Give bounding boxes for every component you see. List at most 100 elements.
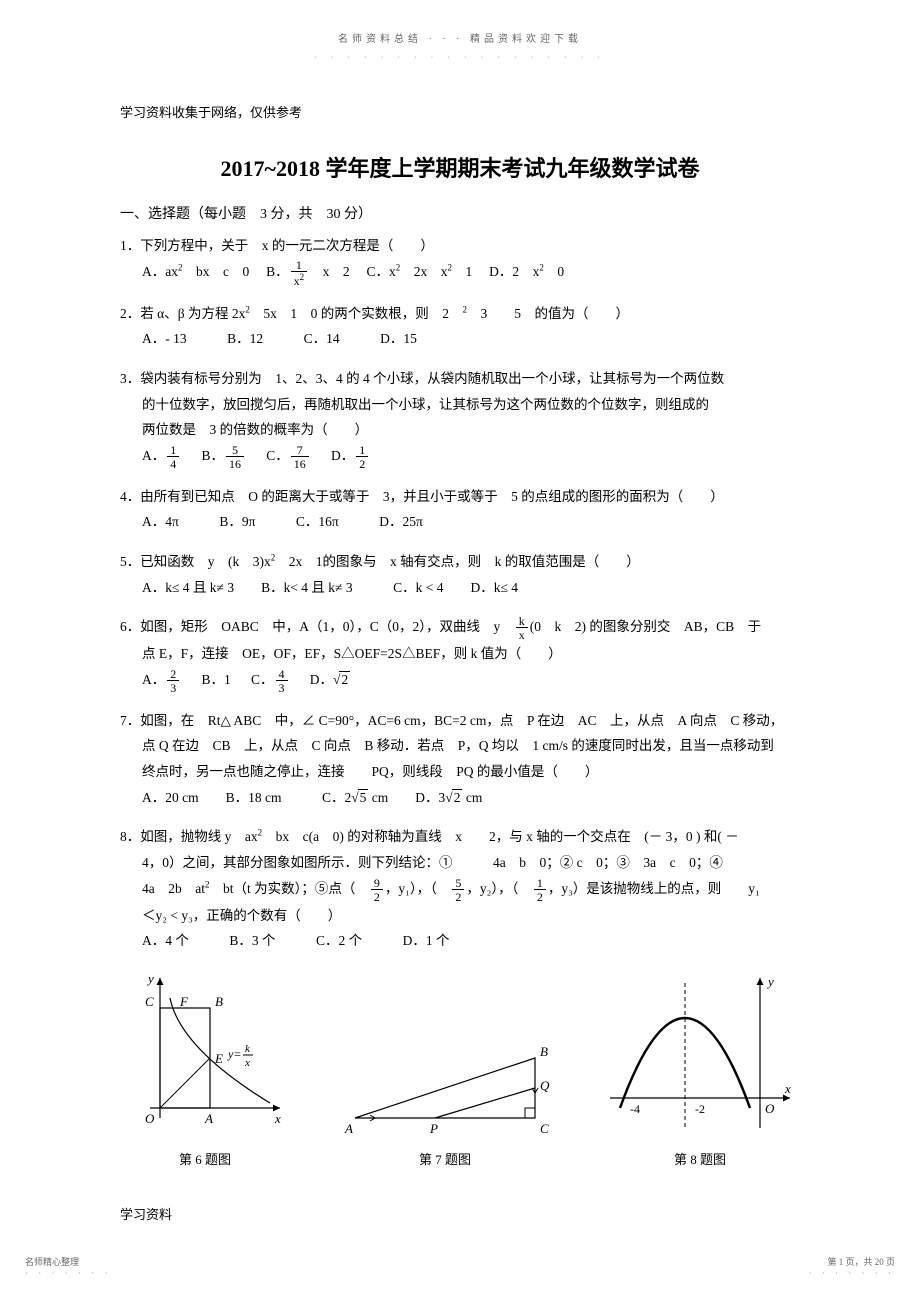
q8-l3-pre: 4a 2b at xyxy=(142,881,205,896)
q8-l3-mid: bt（t 为实数）；⑤点（ xyxy=(210,881,369,896)
fig8-m4: -4 xyxy=(630,1102,640,1116)
question-2: 2．若 α、β 为方程 2x2 5x 1 0 的两个实数根，则 2 2 3 5 … xyxy=(120,301,800,352)
figure-8-svg: O x y -4 -2 xyxy=(600,968,800,1138)
figure-8: O x y -4 -2 第 8 题图 xyxy=(600,968,800,1168)
q6-a: A． xyxy=(142,672,165,687)
q6-l2: 点 E，F，连接 OE，OF，EF，S△OEF=2S△BEF，则 k 值为（ ） xyxy=(120,641,800,667)
q1-a-pre: A．ax xyxy=(142,264,178,279)
q3-fa-d: 4 xyxy=(167,457,179,470)
q6-l1: 6．如图，矩形 OABC 中，A（1，0），C（0，2），双曲线 y kx(0 … xyxy=(120,614,800,641)
q8-fa-n: 9 xyxy=(371,877,383,890)
figure-7-svg: A B C P Q xyxy=(335,1018,555,1138)
fig7-B: B xyxy=(540,1044,548,1059)
q3-l3: 两位数是 3 的倍数的概率为（ ） xyxy=(120,417,800,443)
fig6-E: E xyxy=(214,1051,223,1066)
q8-l3: 4a 2b at2 bt（t 为实数）；⑤点（ 92，y₁），（ 52，y₂），… xyxy=(120,876,800,903)
q3-a: A． xyxy=(142,448,165,463)
q8-l3-post: ，y₃）是该抛物线上的点，则 y₁ xyxy=(548,881,760,896)
q3-b: B． xyxy=(202,448,225,463)
q8-l1-post: bx c(a 0) 的对称轴为直线 x 2，与 x 轴的一个交点在 (－ 3，0… xyxy=(262,829,739,844)
q6-fc-n: 4 xyxy=(276,668,288,681)
q8-l1-pre: 8．如图，抛物线 y ax xyxy=(120,829,258,844)
fig6-caption: 第 6 题图 xyxy=(120,1149,290,1168)
q6-fa-n: 2 xyxy=(167,668,179,681)
q3-options: A．14 B．516 C．716 D．12 xyxy=(120,443,800,470)
footer-left-dots: · · · · · · · xyxy=(25,1268,111,1278)
q4-options: A．4π B．9π C．16π D．25π xyxy=(120,509,800,535)
q3-l2: 的十位数字，放回搅匀后，再随机取出一个小球，让其标号为这个两位数的个位数字，则组… xyxy=(120,392,800,418)
q6-kn: k xyxy=(516,615,528,628)
fig8-O: O xyxy=(765,1101,775,1116)
q8-fc-d: 2 xyxy=(534,890,546,903)
fig6-A: A xyxy=(204,1111,213,1126)
q1-b-post: x 2 xyxy=(309,264,350,279)
figure-6-svg: O A B C E F x y y= k x xyxy=(120,968,290,1138)
footer-right-text: 第 1 页，共 20 页 xyxy=(809,1255,895,1268)
header-top: 名师资料总结 · · · 精品资料欢迎下载 xyxy=(120,30,800,45)
fig8-caption: 第 8 题图 xyxy=(600,1149,800,1168)
q8-fa-d: 2 xyxy=(371,890,383,903)
q1-stem: 1．下列方程中，关于 x 的一元二次方程是（ ） xyxy=(120,233,800,259)
q5-options: A．k≤ 4 且 k≠ 3 B．k< 4 且 k≠ 3 C．k < 4 D．k≤… xyxy=(120,575,800,601)
fig8-y: y xyxy=(766,974,774,989)
q3-fc-d: 16 xyxy=(291,457,309,470)
q7-l2: 点 Q 在边 CB 上，从点 C 向点 B 移动．若点 P，Q 均以 1 cm/… xyxy=(120,733,800,759)
q6-fa-d: 3 xyxy=(167,681,179,694)
q2-stem: 2．若 α、β 为方程 2x2 5x 1 0 的两个实数根，则 2 2 3 5 … xyxy=(120,301,800,327)
fig7-caption: 第 7 题图 xyxy=(335,1149,555,1168)
q6-c: C． xyxy=(251,672,274,687)
q6-d: D． xyxy=(310,672,333,687)
q5-stem: 5．已知函数 y (k 3)x2 2x 1的图象与 x 轴有交点，则 k 的取值… xyxy=(120,549,800,575)
q7-post: cm xyxy=(462,790,482,805)
q5-post: 2x 1的图象与 x 轴有交点，则 k 的取值范围是（ ） xyxy=(275,554,640,569)
q1-a-post: bx c 0 xyxy=(183,264,250,279)
q2-pre: 2．若 α、β 为方程 2x xyxy=(120,306,245,321)
question-4: 4．由所有到已知点 O 的距离大于或等于 3，并且小于或等于 5 的点组成的图形… xyxy=(120,484,800,535)
q1-c-post: 1 xyxy=(452,264,472,279)
q1-d-post: 0 xyxy=(544,264,564,279)
fig6-kx: x xyxy=(244,1057,250,1069)
q7-sqrtd: 2 xyxy=(452,789,463,805)
section-1-heading: 一、选择题（每小题 3 分，共 30 分） xyxy=(120,203,800,223)
q6-options: A．23 B．1 C．43 D．2 xyxy=(120,667,800,694)
q1-options: A．ax2 bx c 0 B．1x2 x 2 C．x2 2x x2 1 D．2 … xyxy=(120,259,800,287)
q3-fc-n: 7 xyxy=(291,444,309,457)
fig6-C: C xyxy=(145,994,154,1009)
q2-mid: 5x 1 0 的两个实数根，则 2 xyxy=(250,306,463,321)
question-1: 1．下列方程中，关于 x 的一元二次方程是（ ） A．ax2 bx c 0 B．… xyxy=(120,233,800,287)
q1-b-pre: B． xyxy=(266,264,289,279)
q6-sqrtd: 2 xyxy=(339,671,350,687)
q3-fb-d: 16 xyxy=(226,457,244,470)
footer-right: 第 1 页，共 20 页 · · · · · · · xyxy=(809,1255,895,1278)
sub-header: 学习资料收集于网络，仅供参考 xyxy=(120,102,800,121)
q5-pre: 5．已知函数 y (k 3)x xyxy=(120,554,271,569)
q3-fa-n: 1 xyxy=(167,444,179,457)
study-material-label: 学习资料 xyxy=(120,1204,172,1223)
q8-l2: 4，0）之间，其部分图象如图所示．则下列结论：① 4a b 0；② c 0；③ … xyxy=(120,850,800,876)
q7-pre: A．20 cm B．18 cm C．2 xyxy=(142,790,351,805)
question-8: 8．如图，抛物线 y ax 2 bx c(a 0) 的对称轴为直线 x 2，与 x… xyxy=(120,824,800,953)
footer-right-dots: · · · · · · · xyxy=(809,1268,895,1278)
q8-options: A．4 个 B．3 个 C．2 个 D．1 个 xyxy=(120,928,800,954)
fig6-F: F xyxy=(179,994,189,1009)
figure-7: A B C P Q 第 7 题图 xyxy=(335,1018,555,1168)
q3-c: C． xyxy=(266,448,289,463)
q3-fd-n: 1 xyxy=(356,444,368,457)
q3-l1: 3．袋内装有标号分别为 1、2、3、4 的 4 个小球，从袋内随机取出一个小球，… xyxy=(120,366,800,392)
fig6-curve: y= xyxy=(227,1047,241,1061)
q6-b: B．1 xyxy=(202,672,231,687)
question-6: 6．如图，矩形 OABC 中，A（1，0），C（0，2），双曲线 y kx(0 … xyxy=(120,614,800,693)
fig8-m2: -2 xyxy=(695,1102,705,1116)
figures-row: O A B C E F x y y= k x 第 6 题图 A B C P Q xyxy=(120,968,800,1168)
fig6-x: x xyxy=(274,1111,281,1126)
fig6-k: k xyxy=(245,1043,251,1055)
figure-6: O A B C E F x y y= k x 第 6 题图 xyxy=(120,968,290,1168)
question-5: 5．已知函数 y (k 3)x2 2x 1的图象与 x 轴有交点，则 k 的取值… xyxy=(120,549,800,600)
fig7-P: P xyxy=(429,1121,438,1136)
q6-l1-post: (0 k 2) 的图象分别交 AB，CB 于 xyxy=(530,619,761,634)
q8-fb-n: 5 xyxy=(452,877,464,890)
footer-left-text: 名师精心整理 xyxy=(25,1255,111,1268)
fig7-A: A xyxy=(344,1121,353,1136)
question-7: 7．如图，在 Rt△ ABC 中，∠ C=90°，AC=6 cm，BC=2 cm… xyxy=(120,708,800,811)
fig7-Q: Q xyxy=(540,1078,550,1093)
